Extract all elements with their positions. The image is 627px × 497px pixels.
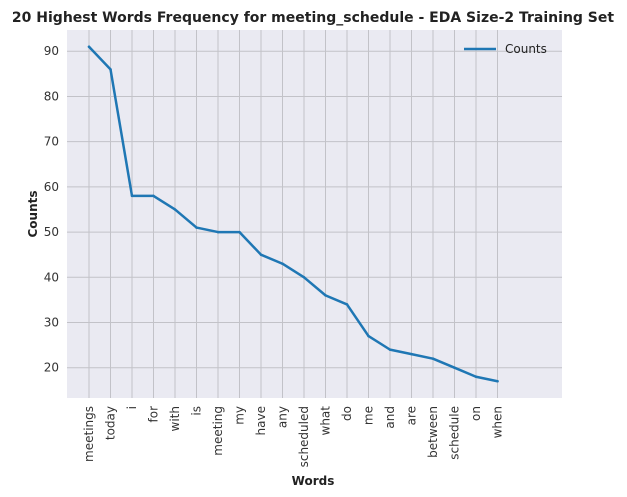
- y-tick-label: 70: [44, 135, 59, 149]
- data-point: [367, 334, 370, 338]
- x-tick-label: me: [362, 406, 376, 425]
- x-tick-label: meetings: [82, 406, 96, 462]
- y-tick-label: 40: [44, 270, 59, 284]
- series-layer: [87, 45, 499, 383]
- x-tick-label: when: [491, 406, 505, 438]
- x-tick-label: have: [254, 406, 268, 435]
- data-point: [152, 194, 155, 198]
- x-tick-label: is: [190, 406, 204, 416]
- y-tick-label: 60: [44, 180, 59, 194]
- data-point: [216, 230, 220, 234]
- data-point: [195, 226, 198, 229]
- x-tick-label: and: [383, 406, 397, 429]
- data-point: [109, 68, 112, 71]
- data-point: [345, 303, 349, 306]
- x-tick-label: do: [340, 406, 354, 421]
- chart-title: 20 Highest Words Frequency for meeting_s…: [12, 10, 614, 26]
- data-point: [410, 352, 413, 356]
- x-tick-label: any: [276, 406, 290, 428]
- plot-area: [67, 30, 562, 398]
- x-tick-label: schedule: [448, 406, 462, 460]
- y-tick-label: 50: [44, 225, 59, 239]
- x-tick-label: my: [233, 406, 247, 425]
- data-point: [388, 348, 392, 351]
- y-tick-label: 30: [44, 316, 59, 330]
- x-tick-label: between: [426, 406, 440, 458]
- x-tick-label: meeting: [211, 406, 225, 456]
- y-tick-label: 20: [44, 361, 59, 375]
- data-point: [453, 366, 456, 369]
- data-point: [259, 253, 263, 256]
- legend-label-counts: Counts: [505, 42, 547, 56]
- data-point: [87, 45, 91, 48]
- data-point: [238, 230, 241, 234]
- data-point: [474, 375, 478, 379]
- data-point: [281, 262, 284, 265]
- x-tick-label: with: [168, 406, 182, 431]
- legend: Counts: [464, 42, 547, 56]
- y-axis-label: Counts: [26, 190, 40, 237]
- data-point: [173, 208, 177, 211]
- x-tick-label: for: [147, 406, 161, 423]
- x-tick-label: on: [469, 406, 483, 421]
- series-line-counts: [87, 45, 499, 383]
- y-tick-label: 90: [44, 44, 59, 58]
- x-tick-label: scheduled: [297, 406, 311, 467]
- x-tick-label: i: [125, 406, 139, 409]
- x-axis-ticks: meetings today i for with is meeting my have any s…: [82, 406, 505, 468]
- x-tick-label: today: [104, 406, 118, 440]
- data-point: [130, 194, 134, 198]
- x-tick-label: what: [319, 406, 333, 436]
- y-axis-ticks: 20 30 40 50 60 70 80 90: [44, 44, 59, 374]
- data-point: [496, 380, 499, 383]
- data-point: [302, 276, 306, 279]
- y-tick-label: 80: [44, 89, 59, 103]
- x-axis-label: Words: [292, 474, 335, 488]
- data-point: [431, 357, 435, 360]
- x-tick-label: are: [405, 406, 419, 425]
- data-point: [324, 294, 327, 297]
